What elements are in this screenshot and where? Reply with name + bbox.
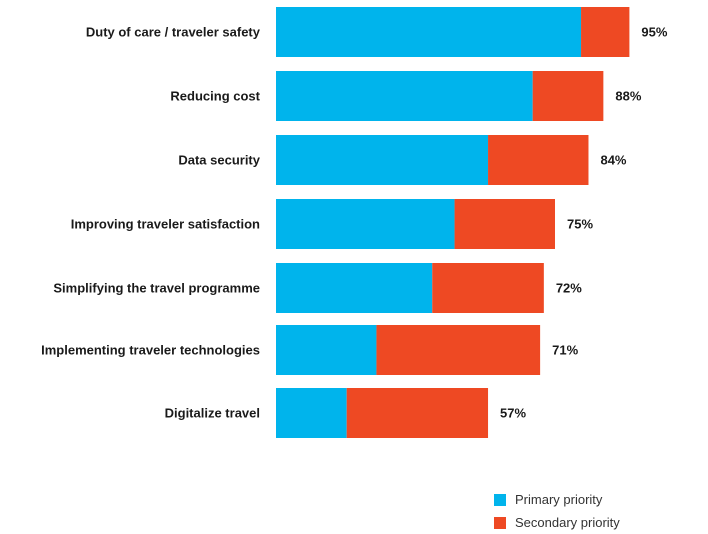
category-label: Digitalize travel <box>165 406 260 421</box>
legend-swatch-primary <box>494 493 506 506</box>
bar-segment-secondary <box>432 263 544 313</box>
total-value-label: 95% <box>641 25 667 40</box>
total-value-label: 71% <box>552 343 578 358</box>
bar-segment-primary <box>276 135 489 185</box>
category-label: Reducing cost <box>170 89 260 104</box>
bar-segment-secondary <box>581 7 630 57</box>
bar-segment-primary <box>276 388 347 438</box>
total-value-label: 88% <box>615 89 641 104</box>
chart-legend: Primary priority Secondary priority <box>494 488 620 534</box>
bar-segment-secondary <box>346 388 489 438</box>
legend-swatch-secondary <box>494 516 506 529</box>
total-value-label: 75% <box>567 217 593 232</box>
bar-segment-secondary <box>376 325 541 375</box>
legend-label-secondary: Secondary priority <box>515 515 620 530</box>
total-value-label: 84% <box>600 153 626 168</box>
category-label: Data security <box>178 153 260 168</box>
bar-segment-secondary <box>488 135 589 185</box>
bar-segment-primary <box>276 325 377 375</box>
bar-segment-primary <box>276 7 582 57</box>
bar-segment-primary <box>276 199 455 249</box>
bar-segment-secondary <box>454 199 555 249</box>
total-value-label: 57% <box>500 406 526 421</box>
category-label: Improving traveler satisfaction <box>71 217 260 232</box>
bar-segment-primary <box>276 263 433 313</box>
legend-item-secondary: Secondary priority <box>494 511 620 534</box>
bar-segment-primary <box>276 71 533 121</box>
legend-label-primary: Primary priority <box>515 492 603 507</box>
bar-segment-secondary <box>532 71 604 121</box>
category-label: Simplifying the travel programme <box>53 281 260 296</box>
total-value-label: 72% <box>556 281 582 296</box>
category-label: Duty of care / traveler safety <box>86 25 261 40</box>
legend-item-primary: Primary priority <box>494 488 620 511</box>
category-label: Implementing traveler technologies <box>41 343 260 358</box>
